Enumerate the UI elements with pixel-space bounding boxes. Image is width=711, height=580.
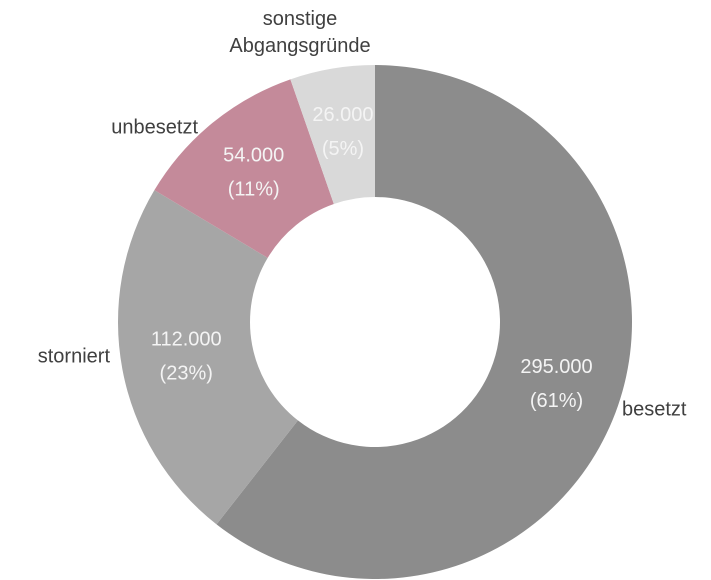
percent-label: (23%) [160, 362, 213, 384]
percent-label: (11%) [228, 178, 280, 200]
donut-slice [117, 190, 298, 525]
category-label: unbesetzt [111, 116, 198, 138]
category-label: sonstige Abgangsgründe [229, 8, 370, 57]
value-label: 26.000 [312, 104, 373, 126]
value-label: 112.000 [151, 328, 222, 350]
donut-slice [216, 65, 632, 579]
value-label: 54.000 [223, 144, 284, 166]
donut-slice [154, 79, 334, 258]
category-label: besetzt [622, 398, 687, 420]
percent-label: (5%) [322, 138, 364, 160]
category-label: storniert [38, 345, 111, 367]
value-label: 295.000 [520, 356, 592, 378]
donut-slice [290, 65, 375, 204]
percent-label: (61%) [530, 390, 583, 412]
